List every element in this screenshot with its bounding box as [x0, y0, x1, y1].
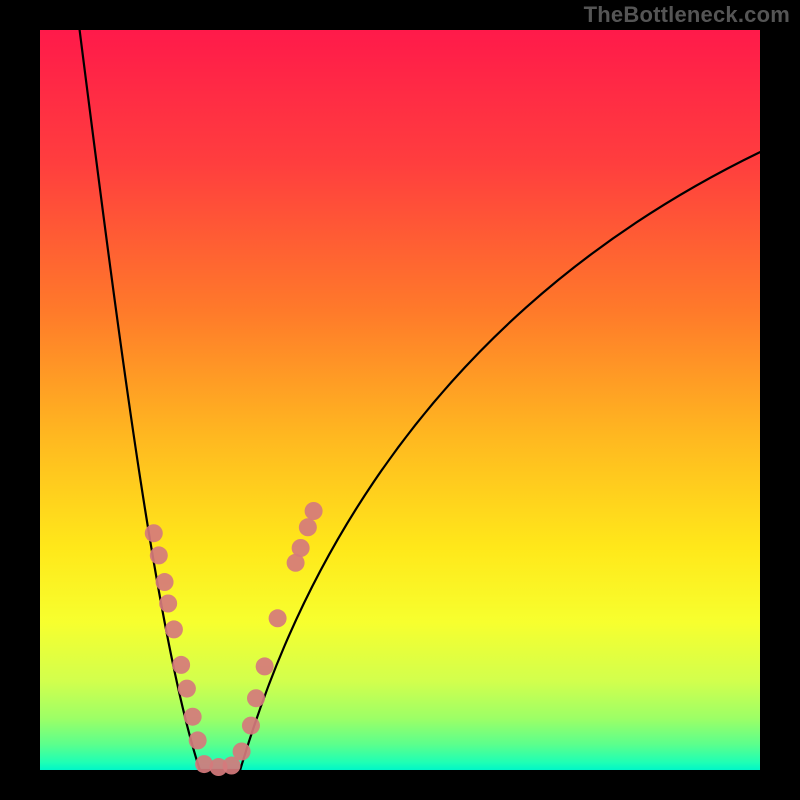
- data-marker: [189, 731, 207, 749]
- data-marker: [165, 620, 183, 638]
- data-marker: [256, 657, 274, 675]
- bottleneck-chart: [0, 0, 800, 800]
- data-marker: [150, 546, 168, 564]
- data-marker: [299, 518, 317, 536]
- chart-container: TheBottleneck.com: [0, 0, 800, 800]
- data-marker: [184, 708, 202, 726]
- data-marker: [159, 595, 177, 613]
- data-marker: [172, 656, 190, 674]
- data-marker: [242, 717, 260, 735]
- data-marker: [305, 502, 323, 520]
- data-marker: [233, 743, 251, 761]
- data-marker: [178, 680, 196, 698]
- data-marker: [292, 539, 310, 557]
- data-marker: [156, 573, 174, 591]
- data-marker: [247, 689, 265, 707]
- data-marker: [145, 524, 163, 542]
- watermark-text: TheBottleneck.com: [584, 2, 790, 28]
- plot-background: [40, 30, 760, 770]
- data-marker: [269, 609, 287, 627]
